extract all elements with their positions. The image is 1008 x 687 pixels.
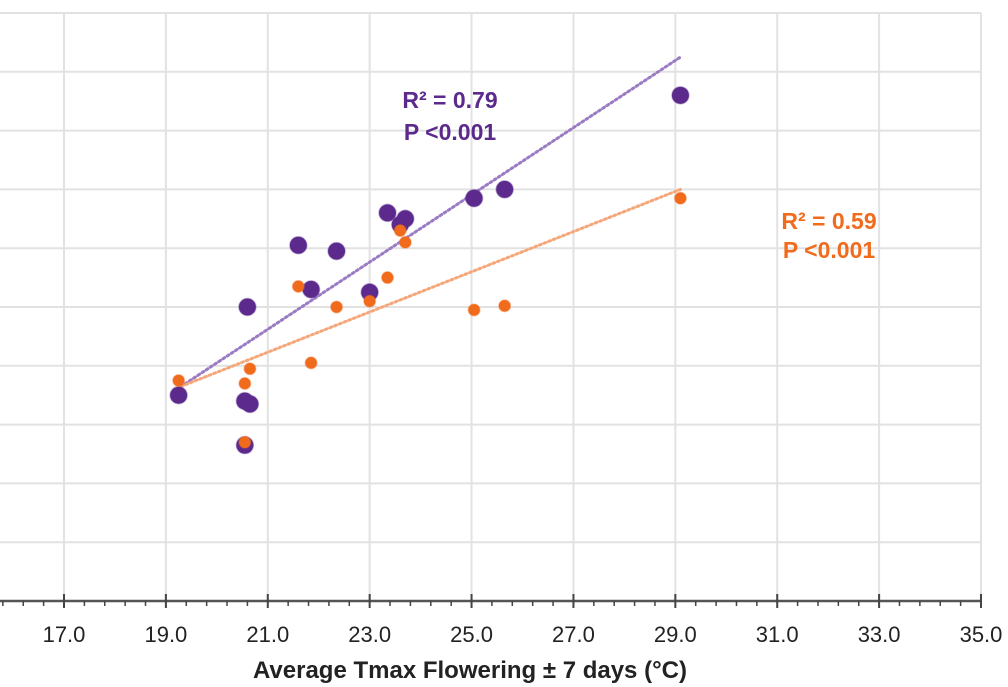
purple-data-point — [289, 236, 308, 255]
purple-data-point — [327, 241, 346, 261]
orange-data-point — [393, 224, 407, 238]
purple-annotation: R² = 0.79 P <0.001 — [402, 87, 497, 145]
x-tick-labels: 17.0 19.0 21.0 23.0 25.0 27.0 29.0 31.0 33.0 35.0 — [43, 622, 1003, 647]
purple-data-point — [671, 86, 690, 105]
x-tick-label: 35.0 — [960, 622, 1003, 647]
x-tick-label: 31.0 — [756, 622, 799, 647]
x-tick-label: 17.0 — [43, 622, 86, 647]
trendlines — [179, 55, 682, 388]
orange-data-point — [498, 299, 512, 313]
orange-data-point — [363, 294, 377, 308]
orange-annotation: R² = 0.59 P <0.001 — [781, 208, 876, 263]
data-points — [169, 86, 690, 455]
orange-data-point — [304, 356, 318, 370]
orange-data-point — [243, 362, 257, 376]
purple-trendline — [179, 55, 682, 388]
purple-data-point — [240, 394, 260, 414]
orange-r2-label: R² = 0.59 — [781, 208, 876, 234]
orange-data-point — [673, 191, 687, 205]
orange-data-point — [172, 373, 186, 388]
purple-data-point — [238, 297, 257, 317]
x-tick-label: 19.0 — [144, 622, 187, 647]
purple-data-point — [464, 188, 484, 208]
purple-data-point — [301, 280, 321, 299]
purple-p-value-label: P <0.001 — [404, 119, 497, 145]
purple-data-point — [378, 203, 397, 223]
purple-data-point — [169, 385, 188, 405]
purple-data-point — [495, 180, 514, 199]
x-axis — [0, 594, 982, 608]
orange-data-point — [238, 435, 252, 449]
orange-data-point — [380, 271, 395, 285]
x-tick-label: 21.0 — [246, 622, 289, 647]
x-tick-label: 29.0 — [654, 622, 697, 647]
x-tick-label: 25.0 — [450, 622, 493, 647]
purple-r2-label: R² = 0.79 — [402, 87, 497, 113]
orange-data-point — [291, 279, 305, 293]
purple-data-point — [396, 209, 415, 229]
orange-trendline — [179, 187, 682, 388]
orange-p-value-label: P <0.001 — [783, 237, 876, 263]
orange-data-point — [467, 303, 481, 317]
orange-data-point — [330, 300, 344, 314]
gridlines — [0, 12, 982, 601]
x-tick-label: 33.0 — [858, 622, 901, 647]
orange-data-point — [238, 376, 252, 390]
orange-data-point — [398, 235, 412, 249]
x-axis-title: Average Tmax Flowering ± 7 days (°C) — [253, 657, 687, 684]
x-tick-label: 27.0 — [552, 622, 595, 647]
x-tick-label: 23.0 — [348, 622, 391, 647]
